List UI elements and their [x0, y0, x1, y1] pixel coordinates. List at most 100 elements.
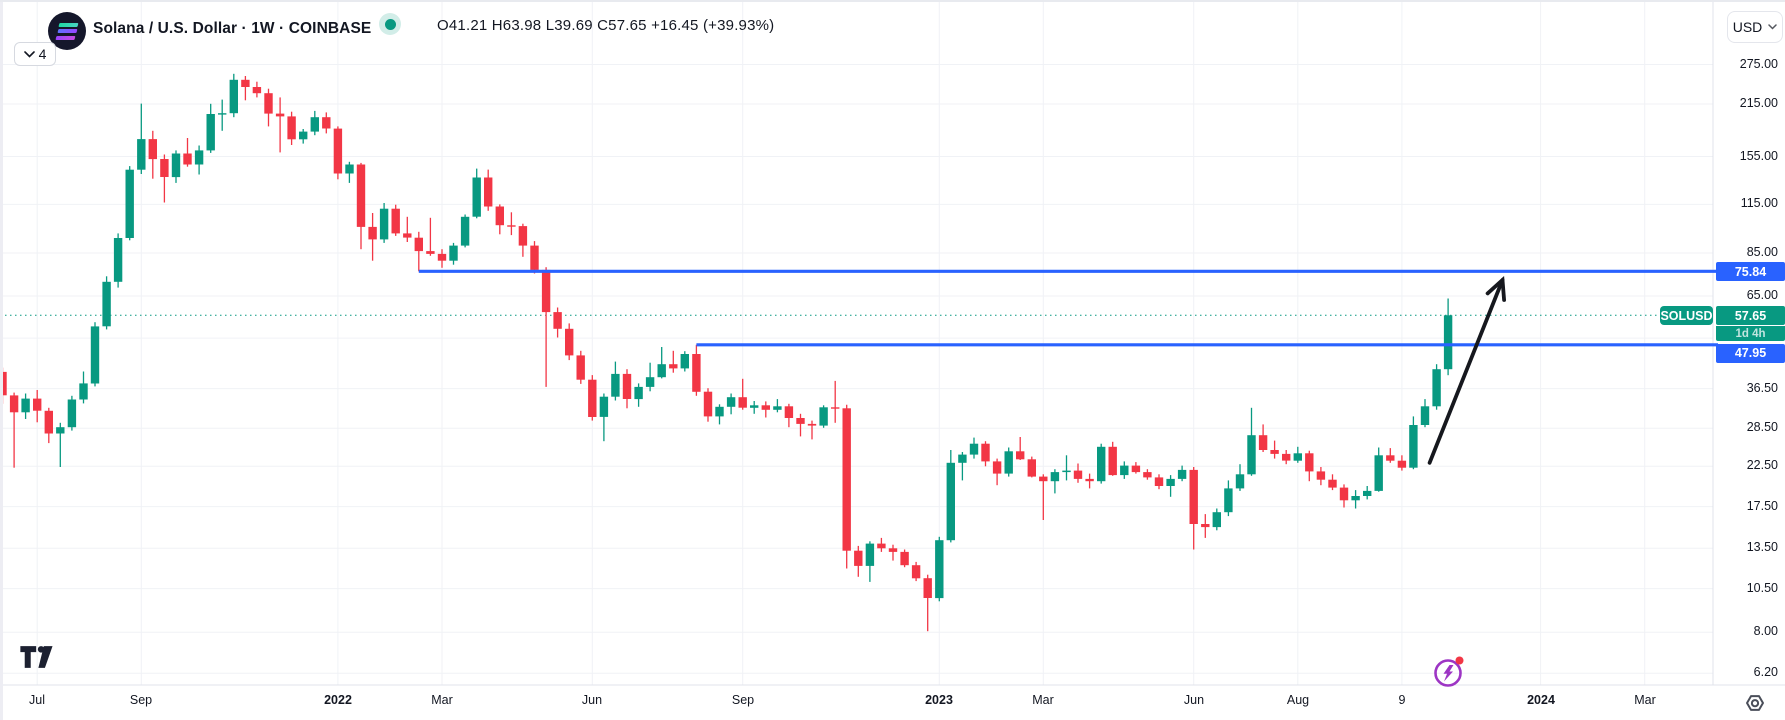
candle-body	[1282, 453, 1291, 461]
candle-body	[669, 364, 678, 369]
symbol-title[interactable]: Solana / U.S. Dollar · 1W · COINBASE	[93, 20, 372, 37]
candle-body	[796, 418, 805, 424]
price-tick-label: 6.20	[1753, 665, 1778, 679]
candle-body	[21, 398, 30, 413]
candle-body	[1443, 315, 1453, 370]
candle-body	[287, 116, 296, 140]
price-tick-label: 215.00	[1739, 96, 1778, 110]
candle-body	[44, 410, 53, 434]
candle-body	[877, 543, 886, 549]
price-tag-last-price[interactable]: 57.65	[1716, 306, 1785, 325]
candle-body	[1189, 469, 1198, 524]
settings-gear-icon[interactable]	[1744, 693, 1766, 720]
time-tick-label: Jul	[29, 693, 45, 707]
candle-body	[553, 312, 562, 329]
time-tick-label: Jun	[581, 693, 603, 707]
time-tick-label: Mar	[1634, 693, 1656, 707]
legend-expand-button[interactable]: 4	[14, 42, 56, 66]
currency-value: USD	[1732, 19, 1763, 35]
candle-body	[1016, 451, 1025, 460]
candle-body	[1201, 524, 1210, 528]
candle-body	[1062, 470, 1071, 473]
price-tag-symbol[interactable]: SOLUSD	[1660, 306, 1713, 325]
candle-body	[194, 150, 204, 165]
candle-body	[1363, 490, 1372, 496]
candle-body	[1224, 488, 1233, 513]
candle-body	[530, 245, 539, 270]
candle-body	[1351, 496, 1360, 501]
candle-body	[426, 251, 435, 254]
time-tick-label: 9	[1398, 693, 1406, 707]
candle-body	[888, 548, 898, 552]
candle-body	[1339, 487, 1349, 501]
price-tick-label: 17.50	[1746, 499, 1778, 513]
candle-body	[507, 225, 516, 227]
candle-body	[819, 407, 828, 426]
candle-body	[1120, 465, 1129, 476]
candle-body	[484, 177, 493, 207]
candle-body	[414, 237, 423, 252]
candle-body	[160, 159, 169, 177]
candle-body	[622, 373, 632, 399]
candle-body	[1143, 472, 1152, 478]
ohlc-values: O41.21 H63.98 L39.69 C57.65 +16.45 (+39.…	[437, 17, 775, 34]
candle-body	[1154, 477, 1164, 486]
candle-body	[981, 443, 990, 462]
candle-body	[831, 407, 840, 409]
candle-body	[911, 565, 921, 579]
candle-body	[969, 443, 979, 455]
candle-body	[90, 326, 100, 384]
time-tick-label: Aug	[1286, 693, 1310, 707]
candle-body	[784, 406, 794, 418]
market-status-icon[interactable]	[379, 13, 401, 35]
candle-body	[171, 153, 181, 178]
candle-body	[137, 139, 146, 170]
event-lightning-icon[interactable]	[1431, 654, 1467, 697]
price-tick-label: 115.00	[1740, 196, 1778, 210]
candle-body	[703, 391, 713, 417]
candle-body	[1258, 435, 1268, 450]
candle-body	[229, 79, 238, 114]
candle-body	[113, 238, 123, 282]
currency-selector[interactable]: USD	[1727, 11, 1783, 43]
candle-body	[1316, 471, 1326, 480]
candle-body	[379, 208, 389, 240]
price-tick-label: 13.50	[1746, 540, 1778, 554]
candle-body	[1131, 465, 1141, 473]
price-tick-label: 155.00	[1739, 149, 1778, 163]
candle-body	[33, 398, 42, 411]
candle-body	[1432, 369, 1441, 407]
candle-body	[588, 379, 597, 417]
candle-body	[1004, 451, 1013, 474]
candle-body	[1397, 460, 1407, 468]
time-tick-label: 2022	[324, 693, 352, 707]
candle-body	[322, 117, 331, 129]
price-tag-support[interactable]: 47.95	[1716, 343, 1785, 363]
candle-body	[541, 269, 551, 313]
candle-body	[1247, 435, 1256, 475]
candle-body	[692, 354, 701, 392]
candle-body	[645, 377, 655, 387]
candle-body	[1212, 512, 1221, 528]
arrow-drawing	[1427, 276, 1506, 465]
price-tag-resistance[interactable]: 75.84	[1716, 262, 1785, 281]
candle-body	[449, 245, 458, 261]
candle-body	[299, 131, 308, 140]
time-tick-label: Mar	[431, 693, 453, 707]
candle-body	[56, 427, 65, 434]
candle-body	[495, 206, 504, 226]
candle-body	[634, 386, 643, 400]
price-tick-label: 28.50	[1746, 420, 1778, 434]
candle-body	[102, 281, 111, 327]
candle-body	[1039, 476, 1048, 482]
price-tick-label: 22.50	[1746, 458, 1778, 472]
candle-body	[576, 355, 585, 380]
candle-body	[750, 405, 759, 408]
tradingview-logo-icon[interactable]	[20, 645, 60, 674]
candle-body	[842, 408, 851, 551]
candle-body	[460, 216, 470, 246]
candle-body	[310, 117, 319, 132]
candle-body	[958, 454, 967, 463]
